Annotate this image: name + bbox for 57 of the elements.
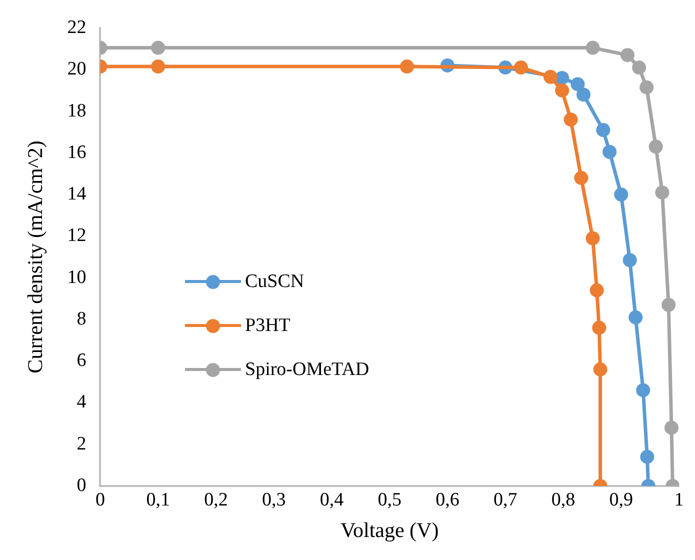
- point: [586, 231, 600, 246]
- y-tick-label: 18: [67, 100, 86, 122]
- x-tick-label: 0,3: [262, 489, 286, 510]
- x-tick-label: 0,6: [436, 489, 460, 510]
- point: [586, 40, 600, 55]
- x-tick-label: 0,4: [320, 489, 344, 510]
- point: [590, 283, 604, 298]
- point: [596, 123, 610, 138]
- point: [640, 450, 654, 464]
- y-tick-label: 4: [76, 392, 87, 413]
- x-tick-label: 0: [95, 489, 105, 510]
- y-tick-label: 10: [67, 266, 86, 288]
- point: [544, 70, 558, 84]
- point: [555, 83, 570, 98]
- x-tick-label: 1: [674, 489, 684, 510]
- y-tick-label: 0: [76, 474, 86, 496]
- point: [655, 185, 670, 200]
- x-tick-label: 0,2: [204, 489, 228, 510]
- point: [664, 420, 678, 435]
- y-tick-label: 22: [67, 16, 86, 38]
- y-tick-label: 16: [67, 142, 86, 163]
- y-tick-label: 2: [76, 433, 86, 454]
- y-axis-title: Current density (mA/cm^2): [23, 140, 48, 374]
- y-tick-label: 8: [76, 308, 86, 330]
- legend-label: Spiro-OMeTAD: [245, 359, 370, 381]
- y-tick-label: 12: [67, 225, 86, 246]
- x-tick-label: 0,7: [493, 489, 518, 510]
- legend-label: P3HT: [245, 315, 290, 337]
- point: [151, 60, 166, 74]
- x-tick-label: 0,5: [378, 489, 402, 510]
- point: [592, 320, 606, 335]
- x-tick-label: 0,9: [609, 489, 633, 510]
- point: [593, 362, 608, 376]
- point: [632, 60, 646, 75]
- point: [564, 112, 578, 127]
- point: [622, 253, 637, 268]
- x-axis-title: Voltage (V): [340, 518, 439, 542]
- point: [662, 298, 676, 312]
- point: [574, 170, 588, 185]
- point: [576, 88, 590, 102]
- y-tick-label: 6: [76, 350, 86, 372]
- point: [400, 60, 414, 74]
- x-tick-label: 0,8: [551, 489, 576, 510]
- point: [570, 77, 585, 92]
- point: [620, 48, 634, 62]
- point: [514, 60, 528, 75]
- point: [602, 144, 617, 159]
- point: [614, 188, 628, 202]
- y-tick-label: 14: [67, 184, 87, 205]
- x-tick-label: 0,1: [146, 489, 170, 510]
- point: [640, 80, 654, 94]
- point: [636, 383, 650, 398]
- y-tick-label: 20: [67, 58, 86, 80]
- legend-label: CuSCN: [245, 271, 304, 293]
- point: [151, 40, 166, 55]
- point: [628, 310, 643, 324]
- point: [648, 140, 663, 154]
